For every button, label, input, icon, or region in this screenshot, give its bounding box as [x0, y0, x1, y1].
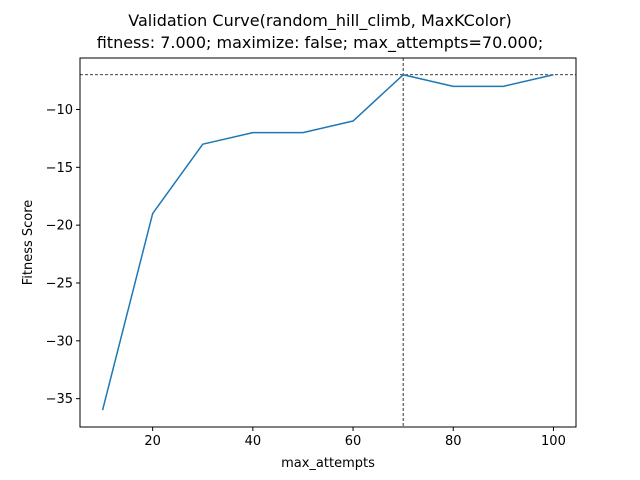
- y-tick-label: −15: [46, 161, 73, 176]
- x-axis-label: max_attempts: [281, 456, 375, 471]
- plot-marks: [80, 58, 576, 427]
- y-tick-label: −25: [46, 276, 73, 291]
- y-tick-label: −30: [46, 334, 73, 349]
- y-tick-label: −10: [46, 103, 73, 118]
- x-tick-label: 40: [245, 434, 262, 449]
- x-tick-label: 100: [541, 434, 566, 449]
- x-tick-label: 60: [345, 434, 362, 449]
- series-line-0: [101, 74, 554, 411]
- x-axis-ticks: 20 40 60 80 100: [144, 427, 566, 449]
- y-axis-label: Fitness Score: [21, 200, 36, 286]
- x-tick-label: 80: [445, 434, 462, 449]
- y-tick-label: −20: [46, 219, 73, 234]
- chart-title: Validation Curve(random_hill_climb, MaxK…: [128, 11, 512, 30]
- y-tick-label: −35: [46, 392, 73, 407]
- x-tick-label: 20: [144, 434, 161, 449]
- chart-subtitle: fitness: 7.000; maximize: false; max_att…: [96, 33, 544, 52]
- plot-frame: [79, 57, 577, 428]
- y-axis-ticks: −35 −30 −25 −20 −15 −10: [46, 103, 80, 407]
